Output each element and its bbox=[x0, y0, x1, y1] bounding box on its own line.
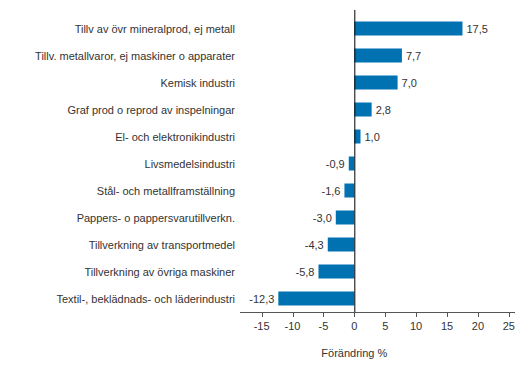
data-label: 2,8 bbox=[376, 104, 391, 116]
category-label: Tillv av övr mineralprod, ej metall bbox=[75, 23, 235, 35]
data-label: -5,8 bbox=[296, 266, 315, 278]
bar bbox=[354, 49, 402, 63]
bar bbox=[354, 76, 397, 90]
category-label: El- och elektronikindustri bbox=[115, 131, 235, 143]
bar bbox=[354, 22, 462, 36]
category-label: Kemisk industri bbox=[160, 77, 235, 89]
bar bbox=[344, 184, 354, 198]
x-tick bbox=[323, 312, 324, 317]
data-label: -4,3 bbox=[305, 239, 324, 251]
data-label: 7,0 bbox=[402, 77, 417, 89]
data-label: 17,5 bbox=[466, 23, 487, 35]
chart: -15 -10 -5 0 5 10 15 20 25 Förändring % Tillv av ö… bbox=[0, 0, 529, 378]
data-label: -0,9 bbox=[326, 158, 345, 170]
category-label: Stål- och metallframställning bbox=[97, 185, 235, 197]
x-tick bbox=[416, 312, 417, 317]
bar bbox=[278, 292, 354, 306]
x-tick bbox=[447, 312, 448, 317]
zero-line bbox=[354, 10, 355, 312]
bar bbox=[328, 238, 355, 252]
category-label: Tillv. metallvaror, ej maskiner o appara… bbox=[35, 50, 235, 62]
data-label: -1,6 bbox=[321, 185, 340, 197]
x-tick bbox=[385, 312, 386, 317]
data-label: -3,0 bbox=[313, 212, 332, 224]
x-tick bbox=[509, 312, 510, 317]
bar bbox=[349, 157, 355, 171]
bar bbox=[336, 211, 355, 225]
x-tick-label: -5 bbox=[319, 320, 329, 332]
category-label: Textil-, beklädnads- och läderindustri bbox=[56, 293, 235, 305]
x-tick bbox=[293, 312, 294, 317]
x-tick bbox=[354, 312, 355, 317]
category-label: Tillverkning av övriga maskiner bbox=[84, 266, 235, 278]
x-tick-label: -15 bbox=[254, 320, 270, 332]
category-label: Graf prod o reprod av inspelningar bbox=[67, 104, 235, 116]
data-label: 1,0 bbox=[365, 131, 380, 143]
x-tick-label: 25 bbox=[503, 320, 515, 332]
bars bbox=[278, 22, 462, 306]
x-tick-label: -10 bbox=[285, 320, 301, 332]
x-axis-label: Förändring % bbox=[321, 347, 387, 359]
x-tick-label: 15 bbox=[441, 320, 453, 332]
x-tick-label: 0 bbox=[351, 320, 357, 332]
bar bbox=[354, 103, 371, 117]
category-label: Pappers- o pappersvarutillverkn. bbox=[77, 212, 235, 224]
x-tick-label: 10 bbox=[410, 320, 422, 332]
category-label: Livsmedelsindustri bbox=[145, 158, 235, 170]
x-tick bbox=[262, 312, 263, 317]
data-label: -12,3 bbox=[249, 293, 274, 305]
data-label: 7,7 bbox=[406, 50, 421, 62]
x-tick-label: 20 bbox=[472, 320, 484, 332]
x-tick-label: 5 bbox=[382, 320, 388, 332]
bar bbox=[318, 265, 354, 279]
x-tick bbox=[478, 312, 479, 317]
category-label: Tillverkning av transportmedel bbox=[89, 239, 235, 251]
x-axis bbox=[240, 312, 515, 313]
